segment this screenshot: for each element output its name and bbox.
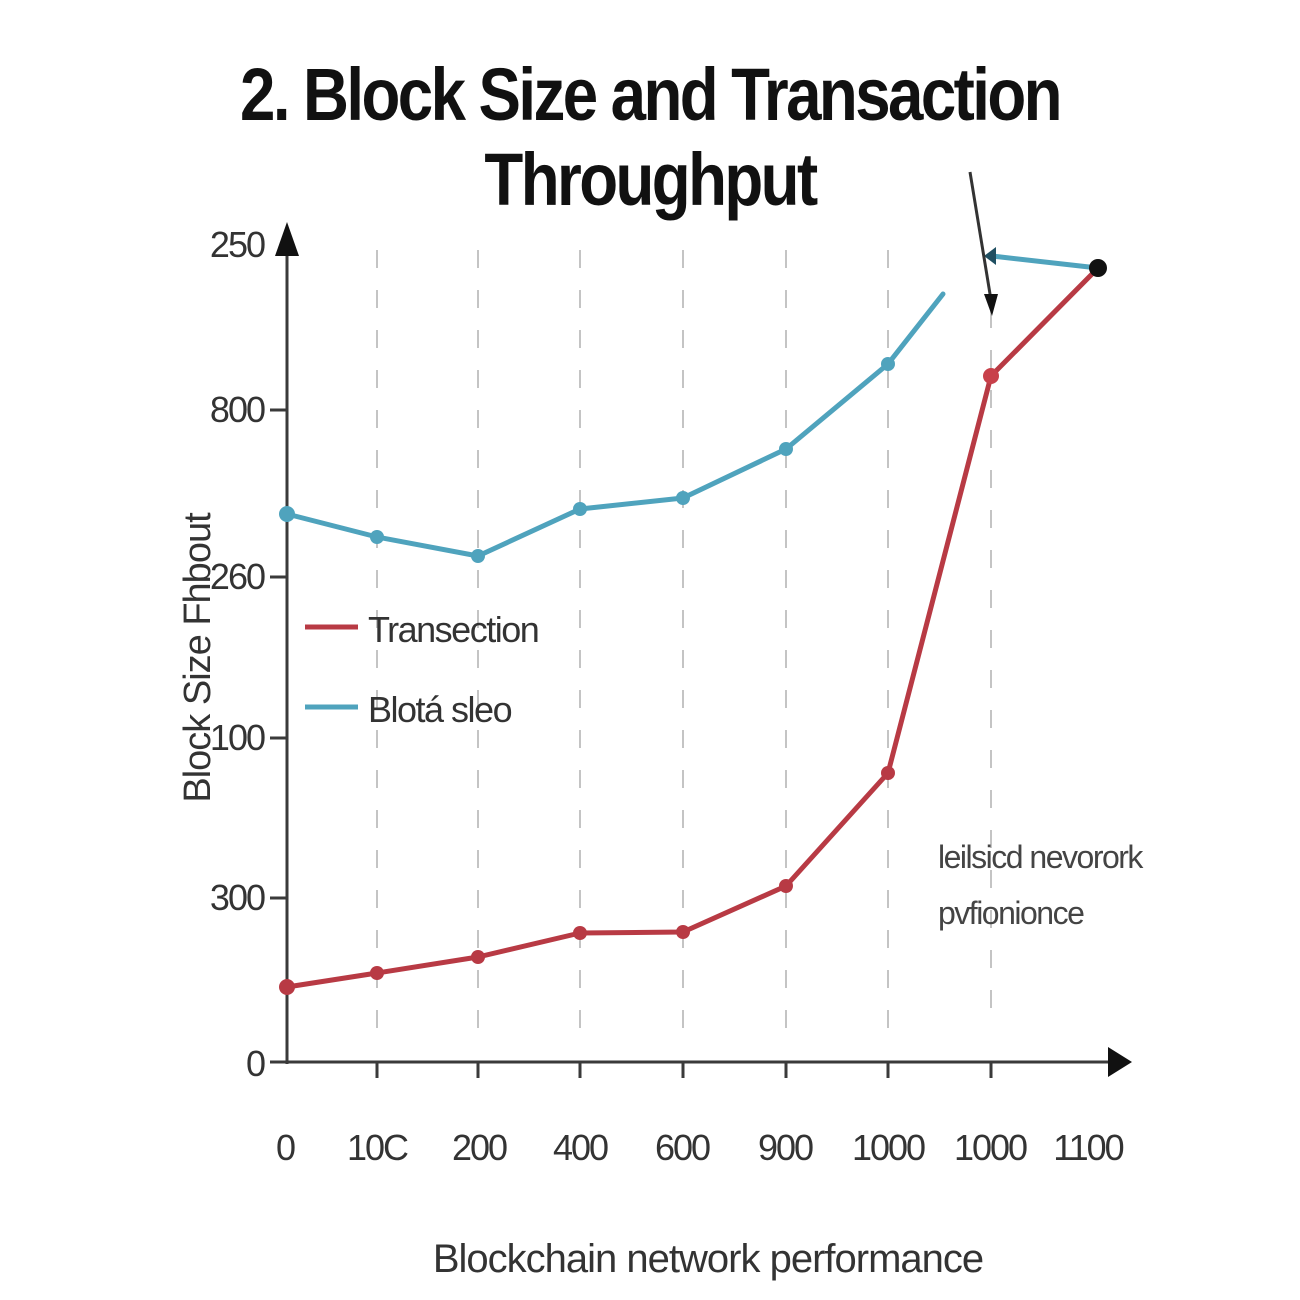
x-axis-title: Blockchain network performance [433,1237,983,1281]
data-point [370,966,384,980]
data-point [471,549,485,563]
legend: Transection Blotá sleo [305,609,540,730]
y-tick-label: 800 [210,389,265,430]
data-point [676,925,690,939]
data-point [573,926,587,940]
data-point [279,506,295,522]
annotation-text: leilsicd nevorork pvfionionce [938,839,1146,931]
x-tick-label: 1000 [852,1127,925,1168]
y-tick-label: 250 [210,224,265,265]
data-point [881,357,895,371]
arrowhead-icon [984,247,996,265]
x-tick-label: 1100 [1053,1127,1123,1168]
annotation-line-2: pvfionionce [938,895,1084,931]
y-axis-arrow-icon [275,222,299,256]
data-point [279,979,295,995]
x-tick-label: 10C [347,1127,408,1168]
data-point [983,368,999,384]
x-tick-label: 600 [655,1127,710,1168]
legend-item-block-size: Blotá sleo [305,689,513,730]
data-point [779,442,793,456]
data-point [370,530,384,544]
y-tick-label: 0 [246,1043,265,1084]
x-axis-arrow-icon [1108,1047,1132,1077]
endpoint-marker [1089,259,1107,277]
y-tick-label: 100 [210,717,265,758]
data-point [779,879,793,893]
x-tick-label: 1000 [954,1127,1027,1168]
x-tick-label: 0 [276,1127,295,1168]
data-point [573,502,587,516]
legend-label: Blotá sleo [368,689,512,730]
y-axis: 250 800 260 100 300 0 [210,222,299,1084]
series-block-size [279,247,1101,563]
data-point [881,766,895,780]
annotation-arrow [968,171,998,316]
y-tick-label: 300 [210,877,265,918]
arrow-down-icon [984,294,998,316]
annotation-line-1: leilsicd nevorork [938,839,1144,875]
y-tick-label: 260 [210,556,265,597]
x-tick-label: 900 [758,1127,813,1168]
legend-label: Transection [368,609,538,650]
y-axis-title: Block Size Fhbout [177,512,219,803]
gridlines [376,250,992,1030]
legend-item-transaction: Transection [305,609,540,650]
chart-title: 2. Block Size and Transaction Throughput [240,53,1063,221]
data-point [676,491,690,505]
series-transaction [279,259,1107,995]
x-tick-label: 400 [553,1127,608,1168]
data-point [471,950,485,964]
x-axis: 0 10C 200 400 600 900 1000 1000 1100 [276,1047,1132,1168]
x-tick-label: 200 [452,1127,507,1168]
